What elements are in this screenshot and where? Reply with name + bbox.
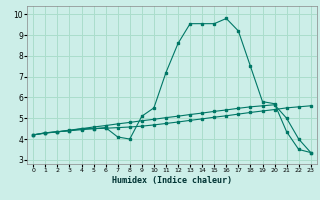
X-axis label: Humidex (Indice chaleur): Humidex (Indice chaleur) xyxy=(112,176,232,185)
